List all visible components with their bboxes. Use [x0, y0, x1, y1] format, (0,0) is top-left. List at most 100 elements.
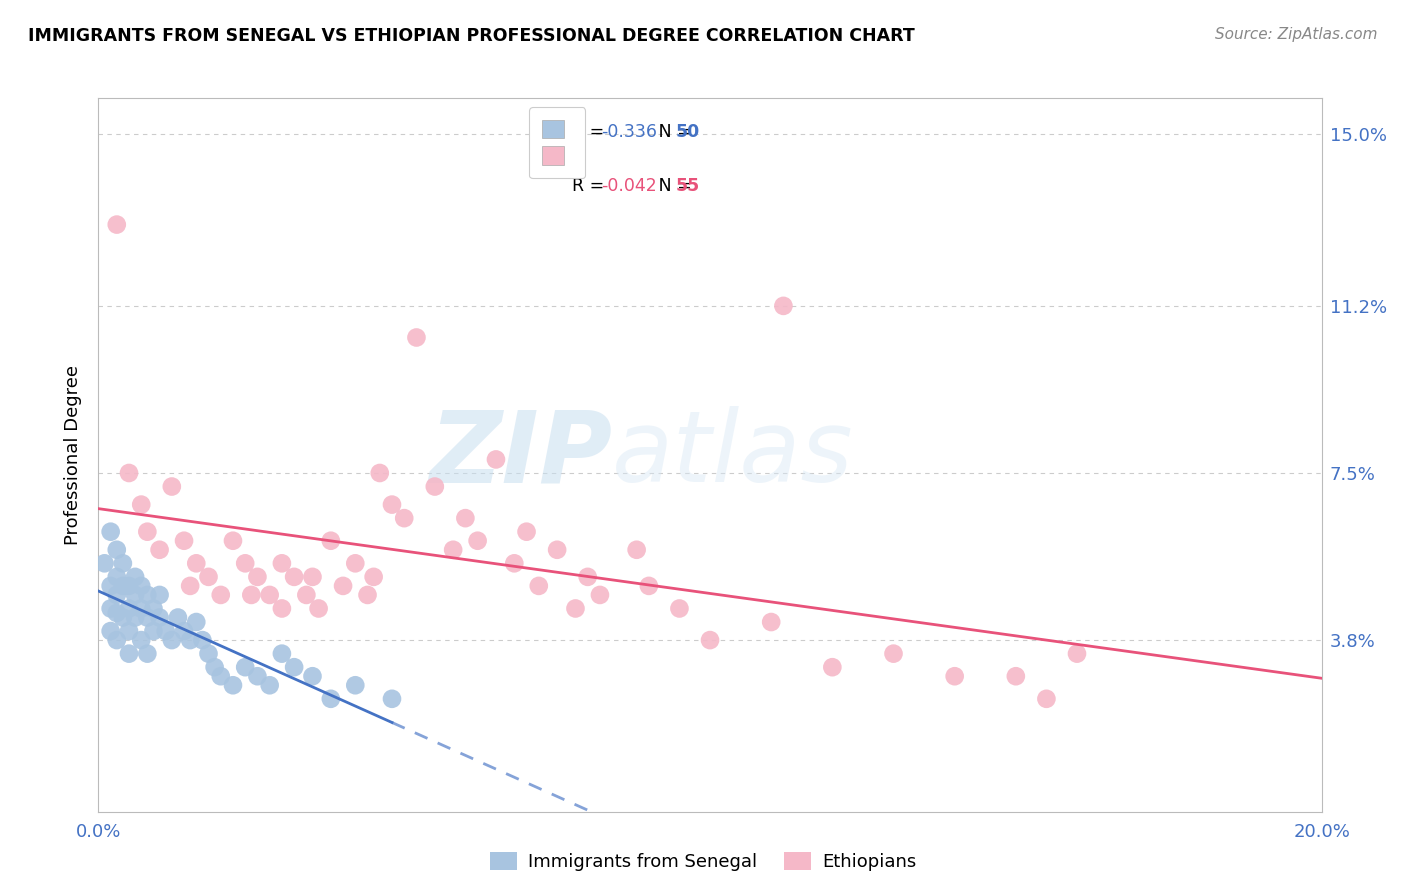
Text: 50: 50 [676, 123, 700, 141]
Point [124, 570, 146, 584]
Point [105, 633, 128, 648]
Point [233, 660, 256, 674]
Point [240, 588, 263, 602]
Point [118, 624, 141, 638]
Point [222, 533, 245, 548]
Point [124, 610, 146, 624]
Point [381, 498, 404, 512]
Point [405, 330, 427, 344]
Point [129, 633, 152, 648]
Point [270, 601, 292, 615]
Point [173, 533, 195, 548]
Point [129, 579, 152, 593]
Point [209, 588, 232, 602]
Point [759, 615, 782, 629]
Point [105, 588, 128, 602]
Point [142, 624, 165, 638]
Point [301, 570, 323, 584]
Point [301, 669, 323, 683]
Point [626, 542, 648, 557]
Point [160, 479, 183, 493]
Point [136, 647, 159, 661]
Point [344, 678, 367, 692]
Point [179, 579, 201, 593]
Point [118, 601, 141, 615]
Text: -0.042: -0.042 [602, 177, 657, 194]
Point [222, 678, 245, 692]
Point [943, 669, 966, 683]
Text: IMMIGRANTS FROM SENEGAL VS ETHIOPIAN PROFESSIONAL DEGREE CORRELATION CHART: IMMIGRANTS FROM SENEGAL VS ETHIOPIAN PRO… [28, 27, 915, 45]
Legend: , : , [530, 107, 585, 178]
Point [319, 533, 342, 548]
Text: 55: 55 [676, 177, 700, 194]
Point [129, 601, 152, 615]
Point [344, 557, 367, 571]
Point [883, 647, 905, 661]
Point [821, 660, 844, 674]
Point [209, 669, 232, 683]
Point [283, 660, 305, 674]
Point [441, 542, 464, 557]
Point [576, 570, 599, 584]
Point [423, 479, 446, 493]
Point [173, 624, 195, 638]
Text: -0.336: -0.336 [602, 123, 657, 141]
Point [308, 601, 330, 615]
Point [167, 610, 190, 624]
Text: Source: ZipAtlas.com: Source: ZipAtlas.com [1215, 27, 1378, 42]
Point [319, 691, 342, 706]
Point [105, 570, 128, 584]
Point [527, 579, 550, 593]
Point [100, 624, 122, 638]
Point [118, 647, 141, 661]
Point [118, 579, 141, 593]
Point [546, 542, 568, 557]
Point [149, 588, 172, 602]
Point [142, 601, 165, 615]
Point [516, 524, 538, 539]
Point [129, 498, 152, 512]
Point [149, 542, 172, 557]
Point [485, 452, 508, 467]
Point [295, 588, 318, 602]
Point [155, 624, 177, 638]
Point [118, 466, 141, 480]
Point [467, 533, 489, 548]
Point [668, 601, 690, 615]
Point [191, 633, 214, 648]
Point [270, 647, 292, 661]
Point [204, 660, 226, 674]
Legend: Immigrants from Senegal, Ethiopians: Immigrants from Senegal, Ethiopians [482, 845, 924, 879]
Y-axis label: Professional Degree: Professional Degree [65, 365, 83, 545]
Point [197, 647, 219, 661]
Point [197, 570, 219, 584]
Point [259, 678, 281, 692]
Point [246, 669, 269, 683]
Point [392, 511, 416, 525]
Text: ZIP: ZIP [429, 407, 612, 503]
Point [100, 524, 122, 539]
Point [100, 579, 122, 593]
Point [332, 579, 354, 593]
Point [637, 579, 661, 593]
Point [111, 579, 134, 593]
Point [246, 570, 269, 584]
Point [136, 610, 159, 624]
Point [503, 557, 526, 571]
Point [589, 588, 612, 602]
Point [699, 633, 721, 648]
Text: N =: N = [641, 177, 697, 194]
Point [772, 299, 794, 313]
Point [259, 588, 281, 602]
Point [105, 542, 128, 557]
Point [233, 557, 256, 571]
Text: R =: R = [572, 123, 610, 141]
Point [270, 557, 292, 571]
Point [111, 610, 134, 624]
Point [381, 691, 404, 706]
Point [363, 570, 385, 584]
Point [1035, 691, 1057, 706]
Point [368, 466, 391, 480]
Point [111, 557, 134, 571]
Text: R =: R = [572, 177, 610, 194]
